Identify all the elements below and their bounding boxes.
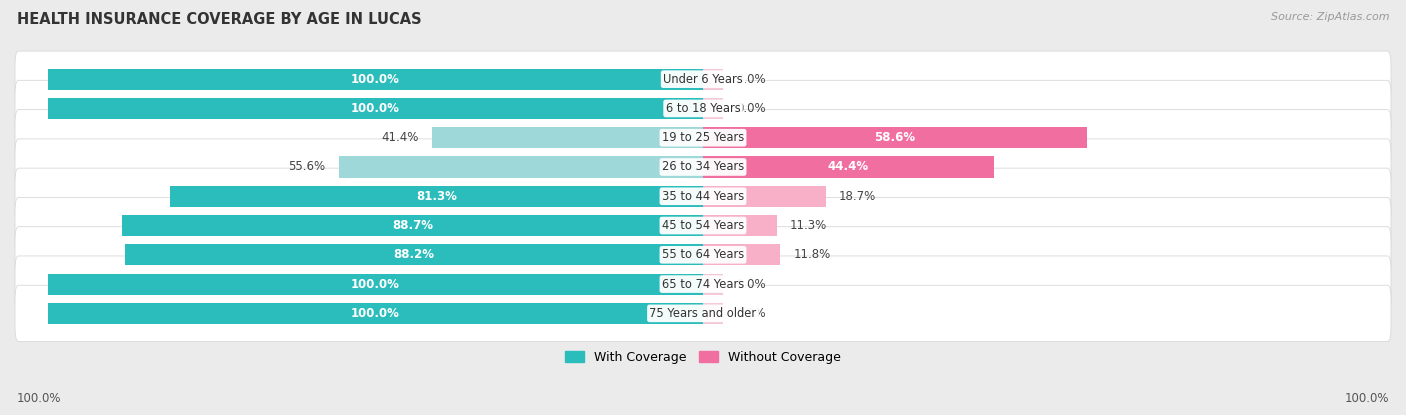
Bar bbox=[703, 156, 994, 178]
FancyBboxPatch shape bbox=[15, 139, 1391, 195]
Text: 18.7%: 18.7% bbox=[838, 190, 876, 203]
Text: 0.0%: 0.0% bbox=[735, 73, 765, 85]
Text: 6 to 18 Years: 6 to 18 Years bbox=[665, 102, 741, 115]
Text: 65 to 74 Years: 65 to 74 Years bbox=[662, 278, 744, 290]
FancyBboxPatch shape bbox=[15, 198, 1391, 254]
Text: 41.4%: 41.4% bbox=[381, 131, 419, 144]
Text: 75 Years and older: 75 Years and older bbox=[650, 307, 756, 320]
Text: 88.7%: 88.7% bbox=[392, 219, 433, 232]
FancyBboxPatch shape bbox=[15, 110, 1391, 166]
FancyBboxPatch shape bbox=[15, 227, 1391, 283]
Bar bbox=[703, 303, 723, 324]
FancyBboxPatch shape bbox=[15, 51, 1391, 107]
Bar bbox=[432, 127, 703, 148]
Text: 55.6%: 55.6% bbox=[288, 161, 326, 173]
Text: Source: ZipAtlas.com: Source: ZipAtlas.com bbox=[1271, 12, 1389, 22]
FancyBboxPatch shape bbox=[15, 285, 1391, 342]
Text: 100.0%: 100.0% bbox=[352, 278, 399, 290]
Bar bbox=[703, 244, 780, 265]
Bar bbox=[703, 98, 723, 119]
Bar bbox=[125, 244, 703, 265]
Text: 26 to 34 Years: 26 to 34 Years bbox=[662, 161, 744, 173]
Text: 55 to 64 Years: 55 to 64 Years bbox=[662, 248, 744, 261]
Bar bbox=[170, 186, 703, 207]
Bar bbox=[48, 273, 703, 295]
Text: 88.2%: 88.2% bbox=[394, 248, 434, 261]
Text: 100.0%: 100.0% bbox=[17, 392, 62, 405]
Text: 19 to 25 Years: 19 to 25 Years bbox=[662, 131, 744, 144]
Text: 0.0%: 0.0% bbox=[735, 307, 765, 320]
Text: 11.8%: 11.8% bbox=[793, 248, 831, 261]
Text: 35 to 44 Years: 35 to 44 Years bbox=[662, 190, 744, 203]
Text: 100.0%: 100.0% bbox=[1344, 392, 1389, 405]
Text: 81.3%: 81.3% bbox=[416, 190, 457, 203]
Text: 100.0%: 100.0% bbox=[352, 307, 399, 320]
Bar bbox=[339, 156, 703, 178]
Bar bbox=[703, 127, 1087, 148]
Text: Under 6 Years: Under 6 Years bbox=[664, 73, 742, 85]
Bar bbox=[48, 68, 703, 90]
Text: 45 to 54 Years: 45 to 54 Years bbox=[662, 219, 744, 232]
Text: 11.3%: 11.3% bbox=[790, 219, 827, 232]
Bar bbox=[703, 186, 825, 207]
Text: 44.4%: 44.4% bbox=[828, 161, 869, 173]
Bar bbox=[703, 68, 723, 90]
Text: 58.6%: 58.6% bbox=[875, 131, 915, 144]
Bar bbox=[122, 215, 703, 236]
Legend: With Coverage, Without Coverage: With Coverage, Without Coverage bbox=[561, 346, 845, 369]
FancyBboxPatch shape bbox=[15, 81, 1391, 137]
Bar bbox=[703, 273, 723, 295]
Text: 100.0%: 100.0% bbox=[352, 73, 399, 85]
Text: 0.0%: 0.0% bbox=[735, 102, 765, 115]
Bar bbox=[703, 215, 778, 236]
FancyBboxPatch shape bbox=[15, 256, 1391, 312]
Bar bbox=[48, 303, 703, 324]
Text: 0.0%: 0.0% bbox=[735, 278, 765, 290]
FancyBboxPatch shape bbox=[15, 168, 1391, 225]
Text: HEALTH INSURANCE COVERAGE BY AGE IN LUCAS: HEALTH INSURANCE COVERAGE BY AGE IN LUCA… bbox=[17, 12, 422, 27]
Bar bbox=[48, 98, 703, 119]
Text: 100.0%: 100.0% bbox=[352, 102, 399, 115]
